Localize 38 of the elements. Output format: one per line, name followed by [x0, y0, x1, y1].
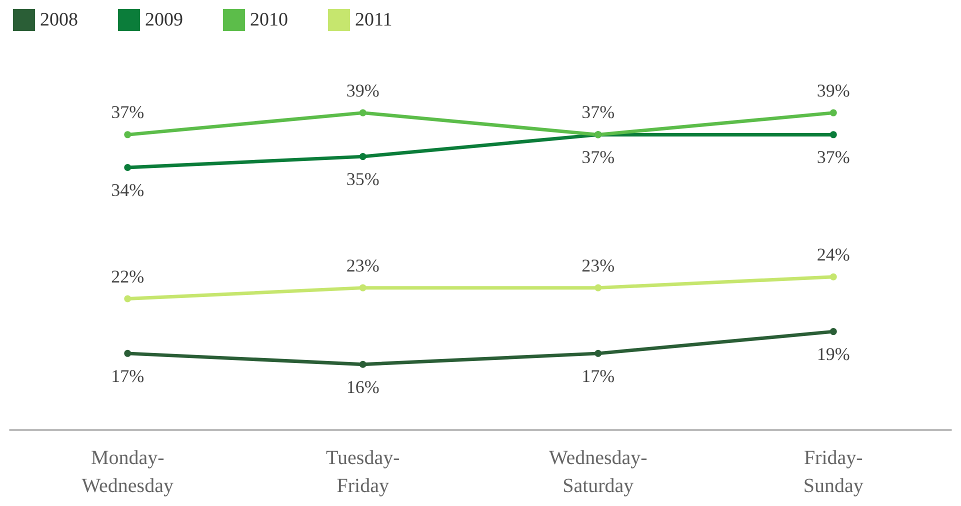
data-label: 37% [582, 147, 615, 168]
point [359, 153, 366, 160]
data-label: 17% [111, 366, 144, 386]
data-label: 17% [582, 366, 615, 386]
x-tick-label: Friday- Sunday [803, 447, 864, 497]
data-label: 23% [346, 255, 380, 276]
legend-label: 2011 [355, 10, 392, 30]
point [359, 360, 366, 368]
legend-label: 2009 [145, 10, 183, 30]
data-label: 37% [816, 147, 850, 168]
x-tick-label: Wednesday- Saturday [548, 447, 648, 497]
x-tick-label: Tuesday- Friday [326, 447, 400, 497]
point [830, 131, 837, 138]
point [594, 350, 602, 357]
data-label: 24% [816, 244, 850, 264]
data-label: 34% [111, 180, 144, 200]
x-tick-label: Monday- Wednesday [82, 447, 174, 497]
data-label: 35% [346, 169, 380, 190]
point [124, 131, 132, 138]
data-label: 37% [111, 102, 144, 122]
legend-label: 2008 [40, 10, 78, 30]
point [594, 284, 602, 292]
point [359, 109, 366, 116]
data-label: 23% [582, 255, 615, 276]
point [124, 164, 132, 171]
point [830, 273, 837, 280]
data-label: 19% [816, 344, 850, 364]
data-label: 39% [346, 80, 380, 100]
data-label: 16% [346, 376, 380, 397]
data-label: 37% [582, 102, 615, 122]
point [124, 295, 132, 302]
point [359, 284, 366, 292]
legend-label: 2010 [250, 10, 288, 30]
point [830, 109, 837, 116]
point [830, 328, 837, 336]
data-label: 39% [816, 80, 850, 100]
point [124, 350, 132, 357]
data-label: 22% [111, 266, 144, 286]
